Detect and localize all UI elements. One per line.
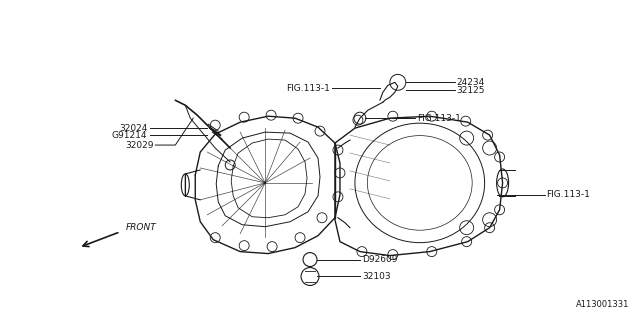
Text: 32024: 32024 [119,124,147,132]
Text: FIG.113-1: FIG.113-1 [417,114,461,123]
Text: G91214: G91214 [112,131,147,140]
Text: FRONT: FRONT [125,223,156,232]
Text: 32125: 32125 [457,86,485,95]
Text: FIG.113-1: FIG.113-1 [547,190,590,199]
Text: D92609: D92609 [362,255,397,264]
Text: 32029: 32029 [125,140,154,149]
Text: FIG.113-1: FIG.113-1 [286,84,330,93]
Text: 32103: 32103 [362,272,390,281]
Text: A113001331: A113001331 [576,300,629,309]
Text: 24234: 24234 [457,78,485,87]
